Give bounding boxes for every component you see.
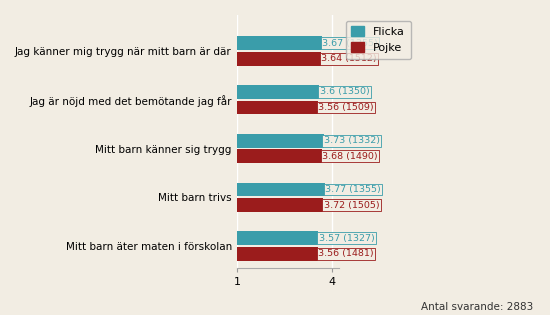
Text: 3.6 (1350): 3.6 (1350) xyxy=(320,88,370,96)
Bar xyxy=(237,85,320,99)
Text: 3.56 (1509): 3.56 (1509) xyxy=(318,103,374,112)
Bar xyxy=(237,101,318,114)
Bar xyxy=(237,134,323,147)
Text: 3.56 (1481): 3.56 (1481) xyxy=(318,249,374,258)
Legend: Flicka, Pojke: Flicka, Pojke xyxy=(345,20,411,59)
Bar xyxy=(237,198,323,212)
Text: 3.57 (1327): 3.57 (1327) xyxy=(319,234,375,243)
Text: 3.77 (1355): 3.77 (1355) xyxy=(325,185,381,194)
Bar xyxy=(237,37,322,50)
Bar xyxy=(237,247,318,261)
Text: 3.64 (1512): 3.64 (1512) xyxy=(321,54,377,63)
Bar xyxy=(237,231,318,245)
Bar xyxy=(237,52,321,66)
Text: 3.68 (1490): 3.68 (1490) xyxy=(322,152,378,161)
Bar xyxy=(237,150,322,163)
Bar xyxy=(237,183,324,196)
Text: 3.67 (1355): 3.67 (1355) xyxy=(322,39,378,48)
Text: 3.72 (1505): 3.72 (1505) xyxy=(323,201,379,209)
Text: 3.73 (1332): 3.73 (1332) xyxy=(324,136,380,145)
Text: Antal svarande: 2883: Antal svarande: 2883 xyxy=(421,302,534,312)
